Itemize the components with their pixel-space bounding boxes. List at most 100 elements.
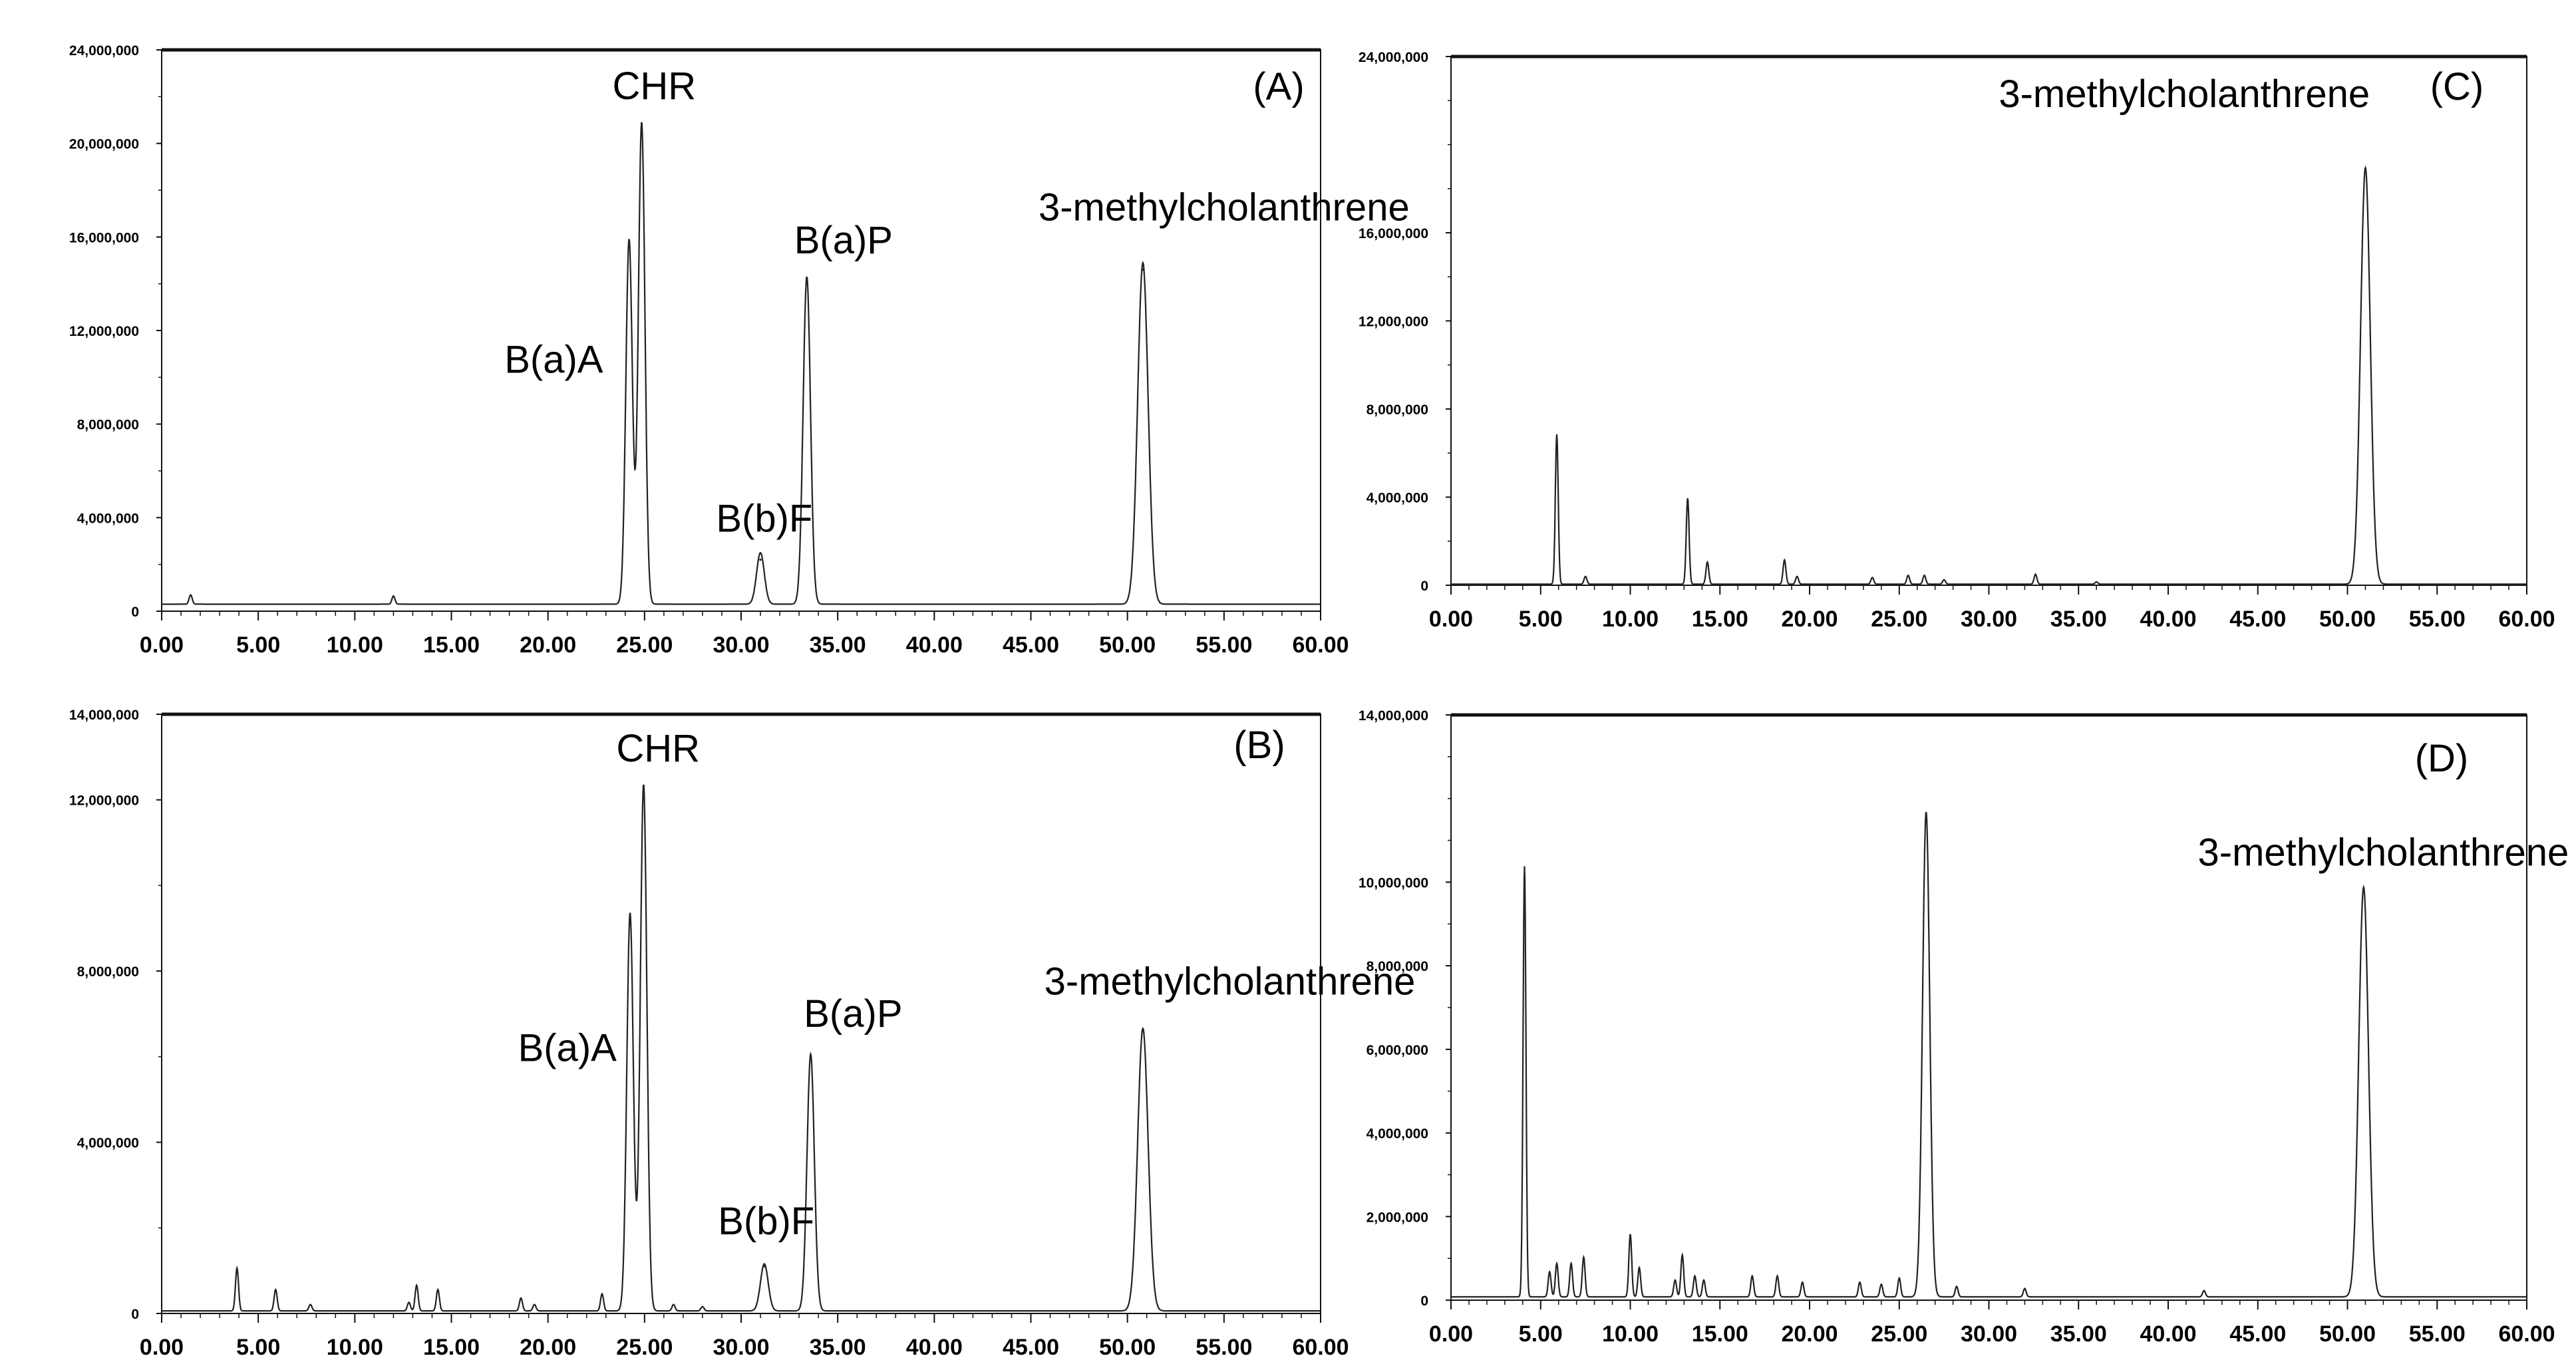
peak-apex-b-a-a — [629, 914, 631, 917]
x-tick-label: 25.00 — [1871, 1321, 1927, 1347]
x-tick-label: 45.00 — [2229, 607, 2286, 632]
peak-apex-b-b-f — [763, 1265, 766, 1268]
peak-label-3-methylcholanthrene: 3-methylcholanthrene — [1039, 186, 1410, 229]
x-tick-label: 10.00 — [327, 1335, 383, 1360]
x-tick-label: 60.00 — [2498, 1321, 2555, 1347]
peak-label-3-methylcholanthrene: 3-methylcholanthrene — [1999, 72, 2370, 116]
y-tick-label: 0 — [1420, 1294, 1428, 1309]
chromatogram-panel-a: 0 4,000,000 8,000,000 12,000,000 16,000,000 2… — [69, 43, 1410, 658]
y-tick-label: 8,000,000 — [77, 418, 139, 433]
y-tick-label: 0 — [131, 605, 139, 620]
x-tick-label: 30.00 — [713, 632, 769, 658]
peak-label-b-a-p: B(a)P — [804, 992, 902, 1035]
chromatogram-panel-c: 0 4,000,000 8,000,000 12,000,000 16,000,000 2… — [1359, 50, 2555, 632]
x-tick-label: 50.00 — [1099, 632, 1156, 658]
peak-apex-chr — [642, 785, 645, 789]
x-tick-label: 0.00 — [140, 632, 184, 658]
panel-label: (A) — [1253, 65, 1304, 108]
x-tick-label: 5.00 — [236, 1335, 280, 1360]
peak-apex-3-methylcholanthrene — [2364, 168, 2367, 170]
x-tick-label: 40.00 — [906, 632, 963, 658]
x-tick-label: 55.00 — [2409, 607, 2466, 632]
x-tick-label: 40.00 — [2140, 607, 2196, 632]
x-tick-label: 10.00 — [1602, 607, 1659, 632]
peak-label-b-a-a: B(a)A — [518, 1026, 617, 1069]
x-tick-label: 45.00 — [1003, 632, 1059, 658]
x-tick-label: 25.00 — [616, 1335, 673, 1360]
x-tick-label: 30.00 — [1961, 607, 2017, 632]
x-tick-label: 45.00 — [1003, 1335, 1059, 1360]
x-tick-label: 55.00 — [2409, 1321, 2466, 1347]
y-tick-label: 16,000,000 — [69, 230, 139, 245]
x-tick-label: 50.00 — [1099, 1335, 1156, 1360]
y-tick-label: 4,000,000 — [77, 1136, 139, 1151]
x-tick-label: 20.00 — [520, 632, 576, 658]
y-tick-label: 24,000,000 — [69, 43, 139, 59]
plot-frame — [1450, 714, 2527, 1301]
y-tick-label: 14,000,000 — [1359, 708, 1428, 724]
peak-label-b-b-f: B(b)F — [716, 497, 812, 540]
x-tick-label: 10.00 — [327, 632, 383, 658]
x-tick-label: 10.00 — [1602, 1321, 1659, 1347]
x-tick-label: 60.00 — [1292, 632, 1349, 658]
y-tick-label: 8,000,000 — [77, 964, 139, 980]
x-tick-label: 15.00 — [423, 1335, 480, 1360]
chromatogram-panel-d: 0 2,000,000 4,000,000 6,000,000 8,000,000 10,… — [1359, 708, 2569, 1347]
plot-frame — [1450, 56, 2527, 586]
x-tick-label: 5.00 — [236, 632, 280, 658]
y-tick-label: 0 — [1420, 579, 1428, 594]
panel-label: (C) — [2430, 65, 2484, 108]
y-tick-label: 0 — [131, 1307, 139, 1322]
chromatogram-panel-b: 0 4,000,000 8,000,000 12,000,000 14,000,000 0… — [69, 708, 1416, 1360]
y-tick-label: 2,000,000 — [1367, 1210, 1428, 1225]
peak-label-3-methylcholanthrene: 3-methylcholanthrene — [1045, 960, 1416, 1004]
x-tick-label: 5.00 — [1519, 607, 1563, 632]
peak-apex-b-a-a — [628, 245, 631, 247]
x-tick-label: 20.00 — [1781, 1321, 1838, 1347]
x-tick-label: 15.00 — [1692, 607, 1748, 632]
x-tick-label: 15.00 — [423, 632, 480, 658]
x-tick-label: 60.00 — [1292, 1335, 1349, 1360]
chromatogram-trace — [162, 784, 1321, 1312]
panel-label: (D) — [2415, 737, 2469, 780]
y-tick-label: 14,000,000 — [69, 708, 139, 723]
x-tick-label: 0.00 — [1429, 1321, 1473, 1347]
x-tick-label: 30.00 — [1961, 1321, 2017, 1347]
y-tick-label: 12,000,000 — [69, 324, 139, 339]
x-tick-label: 20.00 — [1781, 607, 1838, 632]
peak-apex-chr — [640, 128, 643, 131]
y-tick-label: 4,000,000 — [1367, 1127, 1428, 1142]
y-tick-label: 8,000,000 — [1367, 959, 1428, 974]
x-tick-label: 0.00 — [1429, 607, 1473, 632]
y-tick-label: 20,000,000 — [69, 137, 139, 152]
x-tick-label: 40.00 — [2140, 1321, 2196, 1347]
peak-label-b-a-a: B(a)A — [504, 338, 603, 381]
x-tick-label: 35.00 — [2050, 607, 2107, 632]
peak-apex-b-a-p — [806, 283, 808, 285]
x-tick-label: 35.00 — [810, 1335, 866, 1360]
y-tick-label: 4,000,000 — [1367, 491, 1428, 506]
y-tick-label: 8,000,000 — [1367, 402, 1428, 418]
x-tick-label: 55.00 — [1196, 632, 1252, 658]
chromatogram-trace — [162, 122, 1321, 605]
chromatogram-trace — [1451, 811, 2527, 1298]
peak-label-b-b-f: B(b)F — [718, 1200, 814, 1243]
panel-label: (B) — [1233, 724, 1285, 767]
x-tick-label: 5.00 — [1519, 1321, 1563, 1347]
peak-apex-peak — [1925, 814, 1927, 817]
x-tick-label: 35.00 — [2050, 1321, 2107, 1347]
x-tick-label: 0.00 — [140, 1335, 184, 1360]
x-tick-label: 20.00 — [520, 1335, 576, 1360]
peak-apex-b-a-p — [809, 1055, 812, 1058]
y-tick-label: 16,000,000 — [1359, 226, 1428, 241]
peak-label-3-methylcholanthrene: 3-methylcholanthrene — [2198, 831, 2569, 874]
x-tick-label: 60.00 — [2498, 607, 2555, 632]
x-tick-label: 25.00 — [1871, 607, 1927, 632]
x-tick-label: 30.00 — [713, 1335, 769, 1360]
x-tick-label: 50.00 — [2319, 607, 2376, 632]
peak-label-b-a-p: B(a)P — [794, 219, 893, 262]
peak-label-chr: CHR — [613, 65, 697, 108]
x-tick-label: 25.00 — [616, 632, 673, 658]
x-tick-label: 55.00 — [1196, 1335, 1252, 1360]
